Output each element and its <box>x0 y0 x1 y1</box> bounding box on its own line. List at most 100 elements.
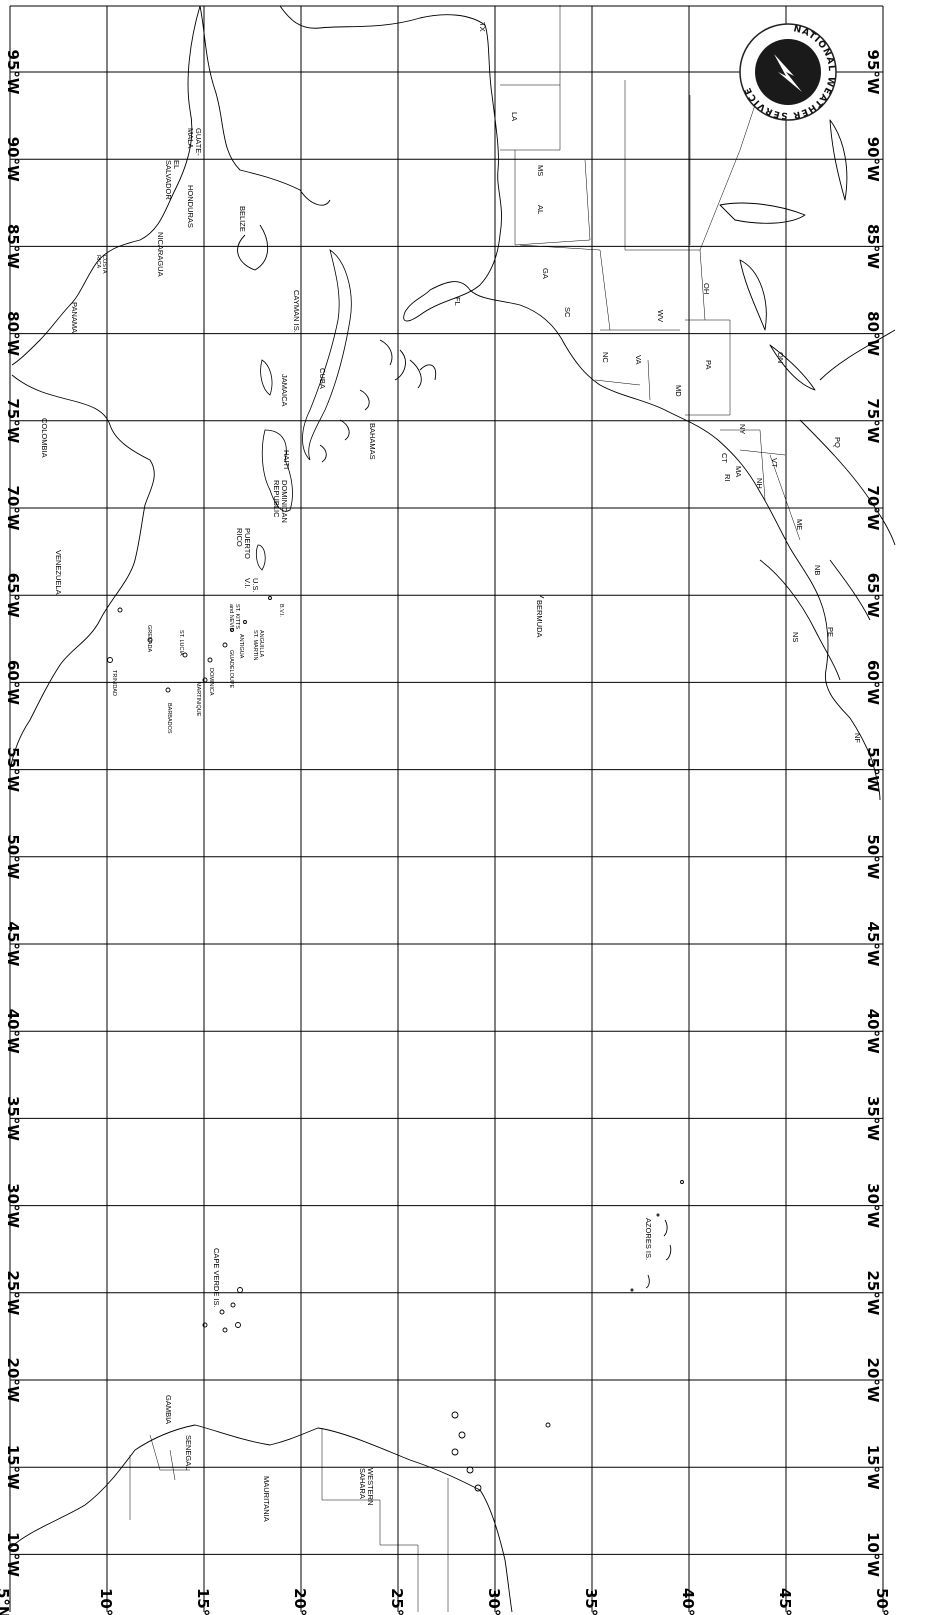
longitude-label: 85°W <box>4 224 22 269</box>
place-label-martinique: MARTINIQUE <box>195 682 201 717</box>
place-label-mauritania: MAURITANIA <box>262 1476 271 1522</box>
place-label-pq: PQ <box>833 437 842 448</box>
longitude-label: 80°W <box>4 311 22 356</box>
latitude-label: 40°N <box>679 1588 697 1615</box>
place-label-western-sahara: WESTERNSAHARA <box>358 1468 375 1506</box>
place-label-bermuda: BERMUDA <box>535 600 544 638</box>
place-label-tx: TX <box>478 22 487 32</box>
place-label-sc: SC <box>563 307 572 318</box>
place-label-ms: MS <box>536 165 545 176</box>
place-label-senegal: SENEGAL <box>184 1435 193 1470</box>
latitude-label: 50°N <box>873 1588 891 1615</box>
north-america-coast <box>279 5 881 801</box>
longitude-label: 60°W <box>4 660 22 705</box>
place-label-cuba: CUBA <box>318 368 327 389</box>
longitude-label: 40°W <box>4 1009 22 1054</box>
south-america-coast <box>9 374 155 771</box>
place-label-oh: OH <box>702 283 711 294</box>
place-label-panama: PANAMA <box>70 302 79 333</box>
azores-islands <box>630 1180 684 1292</box>
place-label-dominica: DOMINICA <box>208 668 214 696</box>
place-label-costa-rica: COSTARICA <box>95 255 107 274</box>
jamaica-island <box>260 359 273 396</box>
longitude-label: 45°W <box>4 922 22 967</box>
longitude-label: 15°W <box>4 1445 22 1490</box>
place-label-vt: VT <box>770 458 779 468</box>
place-label-honduras: HONDURAS <box>186 185 195 228</box>
longitude-label: 50°W <box>4 834 22 879</box>
central-america-coast <box>11 5 331 366</box>
place-label-belize: BELIZE <box>238 206 247 232</box>
longitude-label: 40°W <box>864 1009 882 1054</box>
longitude-labels-right: 95°W 90°W 85°W 80°W 75°W 70°W 65°W 60°W 55°W 50°W… <box>864 50 882 1578</box>
place-label-grenada: GRENADA <box>146 625 152 653</box>
longitude-label: 90°W <box>864 137 882 182</box>
longitude-label: 55°W <box>4 747 22 792</box>
place-label-usvi: U.S.V.I. <box>243 578 260 593</box>
latitude-label: 15°N <box>194 1588 212 1615</box>
lightning-icon <box>774 54 802 92</box>
place-label-st-lucia: ST. LUCIA <box>178 630 184 656</box>
place-label-dominican-republic: DOMINICANREPUBLIC <box>272 480 289 523</box>
longitude-label: 50°W <box>864 834 882 879</box>
place-label-colombia: COLOMBIA <box>40 418 49 458</box>
longitude-label: 10°W <box>864 1532 882 1577</box>
place-label-guatemala: GUATE-MALA <box>186 128 203 156</box>
place-label-antigua: ANTIGUA <box>238 634 244 659</box>
latitude-label: 5°N <box>0 1588 12 1615</box>
longitude-label: 60°W <box>864 660 882 705</box>
place-label-md: MD <box>674 385 683 397</box>
latitude-labels: 5°N 10°N 15°N 20°N 25°N 30°N 35°N 40°N 45°N 50°N <box>0 1588 891 1615</box>
longitude-label: 95°W <box>864 50 882 95</box>
africa-coast <box>9 1424 513 1613</box>
place-label-nh: NH <box>755 478 764 489</box>
longitude-label: 15°W <box>864 1445 882 1490</box>
longitude-label: 25°W <box>4 1270 22 1315</box>
hispaniola-island <box>261 429 293 512</box>
grid-lines <box>9 5 884 1612</box>
place-label-puerto-rico: PUERTORICO <box>235 528 252 559</box>
longitude-label: 25°W <box>864 1270 882 1315</box>
longitude-label: 35°W <box>864 1096 882 1141</box>
great-lakes <box>719 119 848 391</box>
place-label-nb: NB <box>813 565 822 575</box>
place-label-la: LA <box>510 112 519 121</box>
canary-islands <box>451 1411 551 1492</box>
cape-verde-islands <box>202 1287 243 1333</box>
longitude-label: 75°W <box>864 398 882 443</box>
place-label-ma: MA <box>734 466 743 477</box>
place-label-bvi: B.V.I. <box>278 604 284 617</box>
place-label-al: AL <box>536 205 545 214</box>
bermuda-island <box>539 595 545 599</box>
place-label-fl: FL <box>453 297 462 306</box>
place-label-bahamas: BAHAMAS <box>368 423 377 460</box>
puerto-rico-island <box>255 544 266 571</box>
place-label-gambia: GAMBIA <box>164 1395 173 1424</box>
bahamas-islands <box>319 339 437 463</box>
place-label-st-kitts: ST. KITTSand NEVIS <box>228 604 240 632</box>
nws-logo: NATIONAL WEATHER SERVICE <box>739 23 837 121</box>
longitude-label: 80°W <box>864 311 882 356</box>
latitude-label: 30°N <box>485 1588 503 1615</box>
longitude-label: 30°W <box>4 1183 22 1228</box>
longitude-label: 45°W <box>864 922 882 967</box>
longitude-label: 65°W <box>4 573 22 618</box>
longitude-label: 20°W <box>4 1358 22 1403</box>
canada-coast <box>759 329 896 681</box>
place-label-el-salvador: ELSALVADOR <box>164 160 181 200</box>
place-label-venezuela: VENEZUELA <box>54 550 63 595</box>
longitude-labels-left: 95°W 90°W 85°W 80°W 75°W 70°W 65°W 60°W 55°W 50°W… <box>4 50 22 1578</box>
place-label-anguilla: ANGUILLAST. MARTIN <box>252 630 264 660</box>
place-label-va: VA <box>634 355 643 364</box>
place-label-trinidad: TRINIDAD <box>111 670 117 696</box>
place-label-haiti: HAITI <box>282 450 291 469</box>
place-label-ny: NY <box>738 424 747 434</box>
latitude-label: 10°N <box>97 1588 115 1615</box>
place-label-pa: PA <box>704 360 713 369</box>
latitude-label: 45°N <box>776 1588 794 1615</box>
longitude-label: 10°W <box>4 1532 22 1577</box>
place-label-wv: WV <box>656 310 665 322</box>
africa-borders <box>129 1428 449 1612</box>
longitude-label: 95°W <box>4 50 22 95</box>
